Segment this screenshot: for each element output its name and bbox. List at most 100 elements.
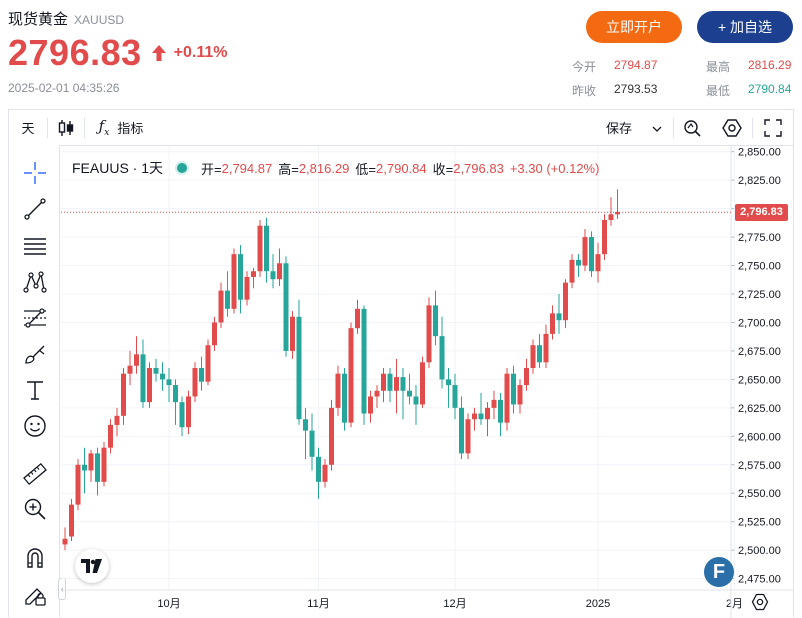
candle-body (361, 308, 367, 414)
y-tick-label: 2,700.00 (738, 317, 781, 329)
candle-body (485, 407, 490, 420)
x-tick-label: 10月 (157, 598, 180, 610)
crosshair-icon[interactable] (22, 160, 48, 186)
pattern-icon[interactable] (22, 269, 48, 295)
candle-body (615, 212, 620, 215)
add-watchlist-button[interactable]: + 加自选 (697, 11, 793, 43)
candle-body (537, 345, 542, 363)
y-tick-label: 2,775.00 (738, 232, 781, 244)
legend-high-label: 高= (278, 161, 299, 177)
open-account-button[interactable]: 立即开户 (586, 11, 682, 43)
candle-body (433, 305, 438, 337)
legend-symbol: FEAUUS · 1天 (72, 160, 164, 176)
chevron-down-icon (652, 120, 662, 135)
price-change-percent: +0.11% (173, 44, 228, 61)
interval-button[interactable]: 天 (21, 121, 35, 136)
candle-body (238, 254, 243, 300)
ruler-icon[interactable] (22, 461, 48, 487)
stat-high-value: 2816.29 (748, 58, 792, 72)
candle-body (257, 225, 263, 272)
legend-low-value: 2,790.84 (376, 160, 427, 176)
candle-body (303, 419, 308, 431)
y-tick-label: 2,725.00 (738, 289, 781, 301)
trend-line-icon[interactable] (22, 196, 48, 222)
magnet-icon[interactable] (22, 545, 48, 571)
candle-body (446, 379, 451, 386)
candle-body (517, 385, 523, 405)
settings-hex-icon[interactable] (712, 110, 752, 145)
candle-body (192, 368, 198, 397)
last-price: 2796.83 (8, 32, 142, 73)
fullscreen-icon[interactable] (753, 110, 793, 145)
candle-body (95, 453, 100, 482)
candle-body (134, 354, 139, 366)
candle-body (251, 271, 256, 277)
toolbar-divider (752, 117, 753, 138)
candle-body (602, 220, 607, 255)
horizontal-lines-icon[interactable] (22, 233, 48, 259)
candle-body (407, 390, 412, 397)
candle-body (459, 407, 464, 454)
save-label: 保存 (605, 121, 632, 136)
stat-high: 最高 2816.29 (706, 58, 791, 75)
candle-body (374, 390, 380, 397)
candle-body (400, 377, 406, 391)
stat-high-label: 最高 (706, 60, 731, 74)
tradingview-logo-icon[interactable] (75, 549, 109, 583)
candle-body (465, 419, 471, 454)
indicators-button[interactable]: ƒx 指标 (85, 110, 157, 145)
candle-body (153, 368, 159, 374)
candle-body (381, 373, 386, 391)
drawing-toolbar (8, 145, 60, 617)
instrument-title: 现货黄金 (8, 11, 69, 28)
instrument-symbol: XAUUSD (74, 13, 125, 27)
stat-prev-value: 2793.53 (614, 82, 658, 96)
ohlc-legend: FEAUUS · 1天 开= 2,794.87 高= 2,816.29 低= 2… (72, 158, 605, 178)
save-button[interactable]: 保存 (595, 110, 673, 145)
y-tick-label: 2,850.00 (738, 147, 781, 159)
y-tick-label: 2,750.00 (738, 261, 781, 273)
brush-icon[interactable] (22, 341, 48, 367)
candlestick-chart-svg[interactable]: 2,475.00 2,500.00 2,525.00 2,550.00 2,575.00… (61, 146, 794, 618)
x-tick-label: 11月 (307, 598, 329, 610)
y-tick-label: 2,500.00 (738, 545, 781, 557)
lock-pencil-icon[interactable] (22, 582, 48, 608)
quote-header: 现货黄金 XAUUSD 2796.83 +0.11% 2025-02-01 04… (0, 0, 802, 108)
candle-body (108, 424, 113, 448)
stat-open: 今开 2794.87 (572, 58, 657, 75)
candle-body (595, 254, 601, 272)
candlestick-icon[interactable] (48, 110, 84, 145)
zoom-in-icon[interactable] (22, 496, 48, 522)
candle-body (329, 407, 334, 465)
candle-body (504, 373, 510, 423)
toolbar-divider (84, 117, 85, 138)
candle-body (589, 237, 594, 272)
candle-body (296, 316, 302, 420)
axis-settings-icon[interactable] (751, 593, 769, 611)
candle-body (420, 362, 425, 405)
candle-body (478, 413, 484, 420)
legend-close-label: 收= (432, 161, 454, 177)
text-icon[interactable] (22, 377, 48, 403)
emoji-icon[interactable] (22, 413, 48, 439)
candle-body (140, 354, 146, 403)
price-chart[interactable]: 2,475.00 2,500.00 2,525.00 2,550.00 2,575.00… (61, 145, 794, 618)
candle-body (368, 396, 373, 414)
candle-body (322, 464, 328, 482)
legend-close-value: 2,796.83 (453, 160, 504, 176)
candle-body (582, 237, 588, 266)
y-tick-label: 2,550.00 (738, 488, 781, 500)
candle-body (316, 456, 321, 482)
fib-retracement-icon[interactable] (22, 305, 48, 331)
candle-body (290, 316, 295, 351)
stat-low: 最低 2790.84 (706, 82, 791, 99)
toolbar-right: 保存 (595, 110, 793, 145)
candle-body (114, 415, 120, 425)
y-tick-label: 2,625.00 (738, 403, 781, 415)
candle-body (543, 333, 549, 363)
candle-body (173, 385, 178, 403)
snapshot-icon[interactable] (674, 110, 712, 145)
candle-body (439, 336, 445, 380)
stat-open-value: 2794.87 (614, 58, 658, 72)
x-tick-label: 2025 (586, 598, 610, 610)
